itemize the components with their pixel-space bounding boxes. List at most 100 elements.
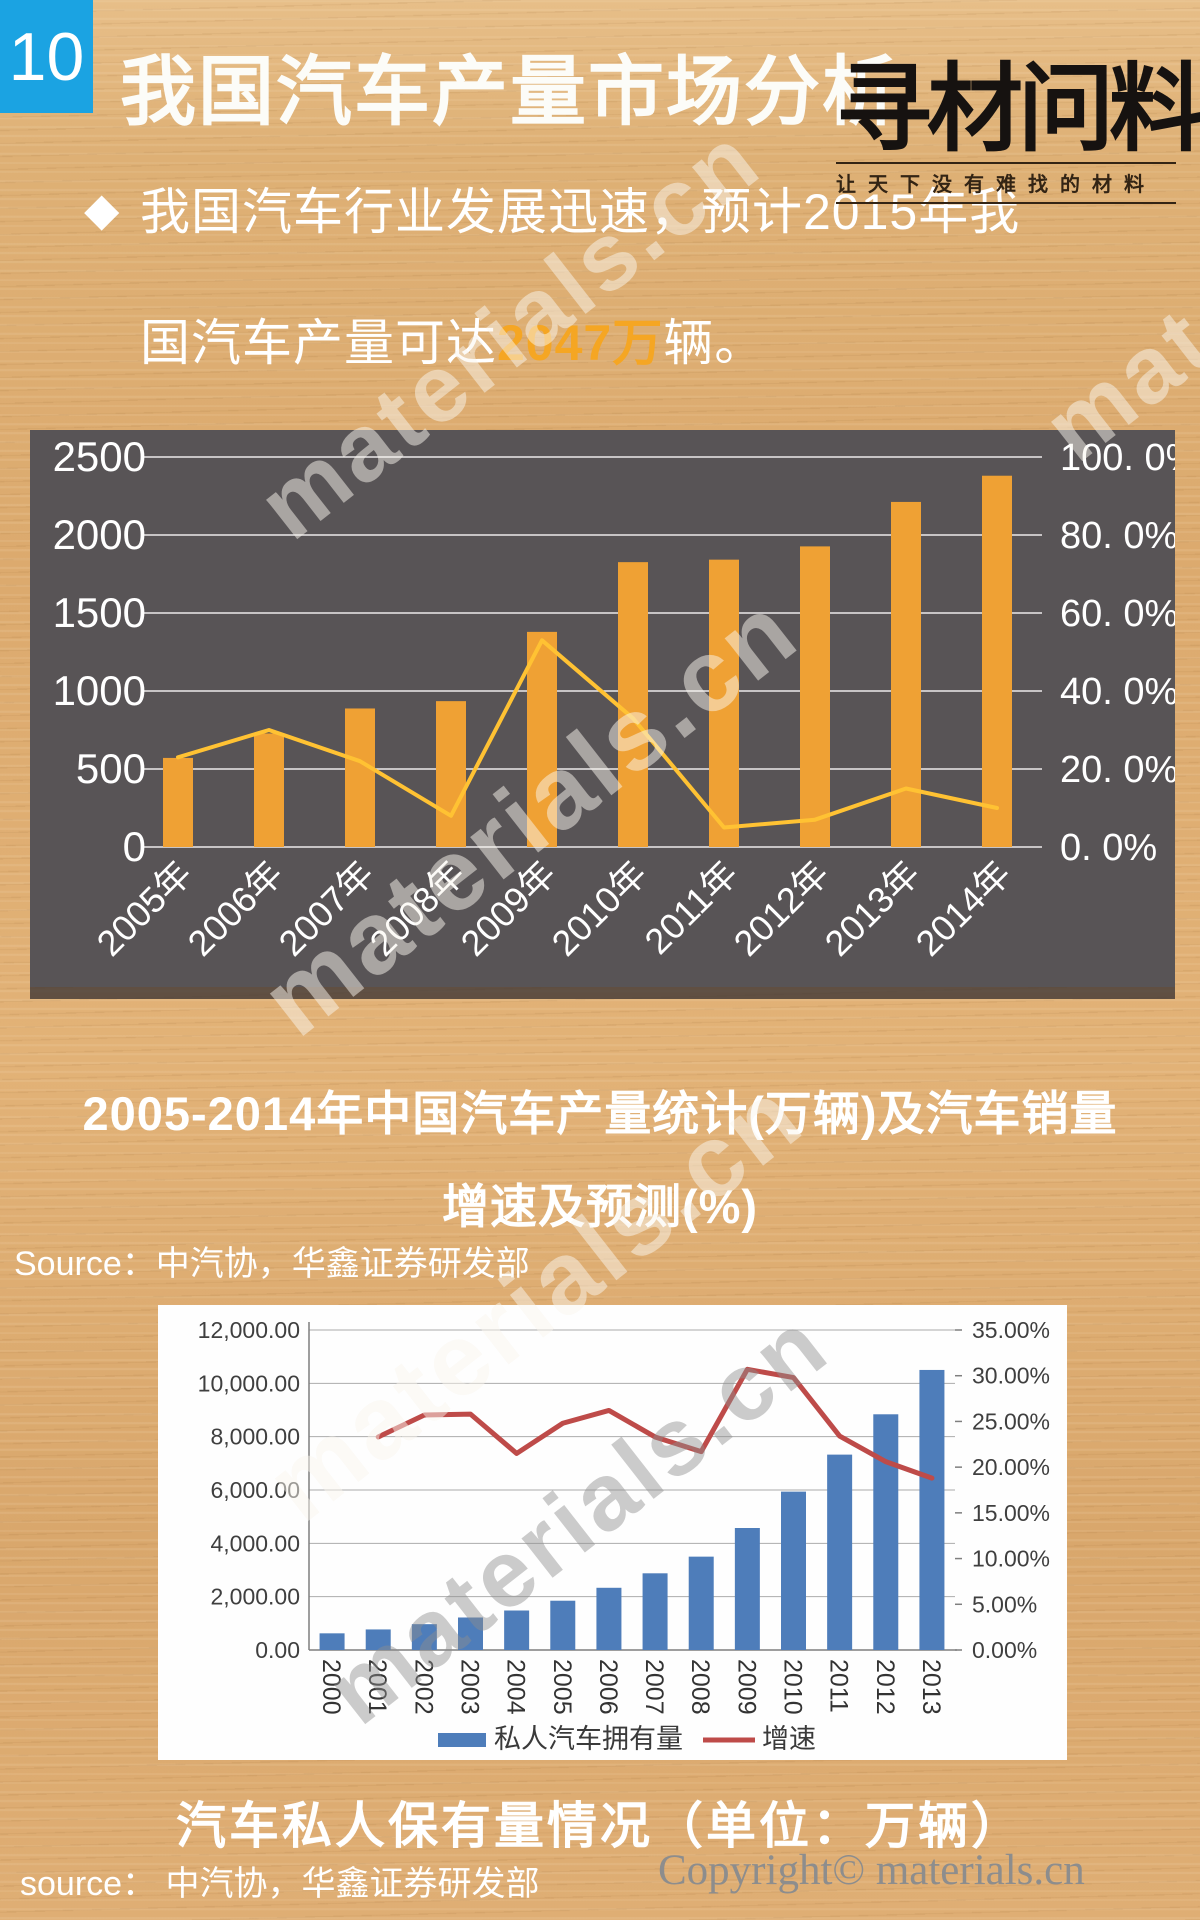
left-axis-tick: 0.00	[255, 1637, 300, 1663]
x-axis-tick: 2002	[409, 1659, 437, 1715]
growth-line	[176, 638, 999, 830]
brand-logo: 寻材问料 让天下没有难找的材料	[836, 62, 1200, 204]
x-axis-tick: 2006年	[180, 853, 291, 964]
x-axis-tick: 2007	[640, 1659, 668, 1715]
x-axis-tick: 2012年	[726, 853, 837, 964]
brand-logo-name: 寻材问料	[836, 56, 1200, 163]
x-axis-tick: 2009年	[453, 853, 564, 964]
legend-bar-label: 私人汽车拥有量	[494, 1724, 683, 1754]
bar	[163, 757, 193, 847]
left-axis-tick: 6,000.00	[210, 1477, 300, 1503]
panel-bottom-shadow	[30, 987, 1175, 999]
legend-bar-swatch	[438, 1733, 486, 1747]
bar	[458, 1617, 483, 1650]
copyright-text: Copyright© materials.cn	[658, 1847, 1085, 1894]
x-axis-tick: 2013	[917, 1659, 945, 1715]
bar	[618, 562, 648, 847]
bar	[709, 559, 739, 847]
bar	[527, 631, 557, 847]
left-axis-tick: 2000	[53, 511, 146, 558]
bar	[800, 546, 830, 847]
production-volume-chart: 0 0. 0% 500 20. 0% 1000 40. 0% 1500 60. 0% 2000 8…	[53, 433, 1175, 964]
x-axis-tick: 2007年	[271, 853, 382, 964]
right-axis-tick: 60. 0%	[1060, 593, 1175, 635]
right-axis-tick: 40. 0%	[1060, 671, 1175, 713]
page-title: 我国汽车产量市场分析	[120, 50, 900, 135]
x-axis-tick: 2014年	[908, 853, 1019, 964]
x-axis-tick: 2011年	[636, 853, 745, 962]
right-axis-tick: 20.00%	[972, 1454, 1050, 1480]
x-axis-tick: 2009	[732, 1659, 760, 1715]
left-axis-tick: 12,000.00	[198, 1317, 300, 1343]
right-axis-tick: 25.00%	[972, 1408, 1050, 1434]
x-axis-tick: 2010	[779, 1659, 807, 1715]
bar	[982, 475, 1012, 847]
legend: 私人汽车拥有量 增速	[438, 1724, 816, 1754]
bar	[827, 1454, 853, 1650]
left-axis-tick: 8,000.00	[210, 1424, 300, 1450]
right-axis-tick: 100. 0%	[1060, 437, 1175, 479]
x-axis-tick: 2001	[363, 1659, 391, 1715]
bullet-line2-pre: 国汽车产量可达	[140, 315, 497, 371]
x-axis-tick: 2008年	[362, 853, 473, 964]
bar	[891, 501, 921, 847]
legend-line-label: 增速	[762, 1724, 816, 1754]
bar	[596, 1587, 622, 1650]
bar	[873, 1414, 899, 1650]
growth-line	[375, 1366, 935, 1481]
x-axis-tick: 2011	[825, 1659, 853, 1713]
bar	[688, 1556, 714, 1650]
left-axis-tick: 1000	[53, 667, 146, 714]
right-axis-tick: 0.00%	[972, 1637, 1037, 1663]
bar	[734, 1528, 760, 1650]
production-bars	[163, 475, 1012, 847]
left-axis-tick: 0	[123, 823, 146, 870]
right-axis-tick: 15.00%	[972, 1500, 1050, 1526]
x-axis-tick: 2012	[871, 1659, 899, 1715]
bullet-line2-highlight: 2047万	[497, 315, 664, 371]
left-axis-tick: 2500	[53, 433, 146, 480]
bar	[254, 733, 284, 847]
brand-logo-tagline: 让天下没有难找的材料	[836, 162, 1176, 204]
bar	[504, 1610, 530, 1650]
diamond-bullet-icon: ◆	[84, 183, 120, 235]
chart1-source: Source：中汽协，华鑫证券研发部	[14, 1245, 530, 1283]
ownership-bars	[319, 1369, 945, 1650]
bar	[919, 1369, 945, 1650]
bar	[436, 701, 466, 847]
page-number-badge: 10	[0, 0, 93, 113]
bar	[781, 1491, 806, 1650]
x-axis-tick: 2008	[686, 1659, 714, 1715]
x-axis-tick: 2006	[594, 1659, 622, 1715]
x-axis-tick: 2003	[456, 1659, 484, 1715]
left-axis-tick: 1500	[53, 589, 146, 636]
bar	[550, 1600, 576, 1650]
right-axis-tick: 0. 0%	[1060, 827, 1157, 869]
right-axis-tick: 5.00%	[972, 1591, 1037, 1617]
private-ownership-chart: 0.00 2,000.00 4,000.00 6,000.00 8,000.00 10,0…	[198, 1317, 1050, 1754]
left-axis-tick: 500	[76, 745, 146, 792]
x-axis-tick: 2000	[317, 1659, 345, 1715]
right-axis-tick: 80. 0%	[1060, 515, 1175, 557]
bar	[319, 1633, 345, 1650]
production-chart-panel: 0 0. 0% 500 20. 0% 1000 40. 0% 1500 60. 0% 2000 8…	[30, 430, 1175, 987]
x-axis-labels: 2005年2006年2007年2008年2009年2010年2011年2012年…	[89, 853, 1019, 964]
right-axis-tick: 30.00%	[972, 1363, 1050, 1389]
x-axis-tick: 2010年	[544, 853, 655, 964]
x-axis-tick: 2004	[502, 1659, 530, 1715]
left-axis-tick: 2,000.00	[210, 1584, 300, 1610]
left-axis-tick: 10,000.00	[198, 1370, 300, 1396]
bar	[642, 1573, 668, 1650]
chart2-source: source： 中汽协，华鑫证券研发部	[20, 1865, 540, 1903]
x-axis-labels: 2000 2001 2002 2003 2004 2005 2006 2007 2008 2009…	[317, 1659, 945, 1715]
bar	[411, 1624, 437, 1650]
bar	[365, 1629, 391, 1650]
chart2-caption: 汽车私人保有量情况（单位：万辆）	[176, 1798, 1024, 1854]
chart1-caption-line1: 2005-2014年中国汽车产量统计(万辆)及汽车销量	[82, 1087, 1118, 1140]
bullet-line2-post: 辆。	[663, 315, 766, 371]
chart1-caption-line2: 增速及预测(%)	[441, 1180, 759, 1233]
x-axis-tick: 2013年	[817, 853, 928, 964]
bullet-text-line1: 我国汽车行业发展迅速，预计2015年我	[140, 184, 1021, 240]
right-axis-tick: 10.00%	[972, 1546, 1050, 1572]
right-axis-tick: 20. 0%	[1060, 749, 1175, 791]
